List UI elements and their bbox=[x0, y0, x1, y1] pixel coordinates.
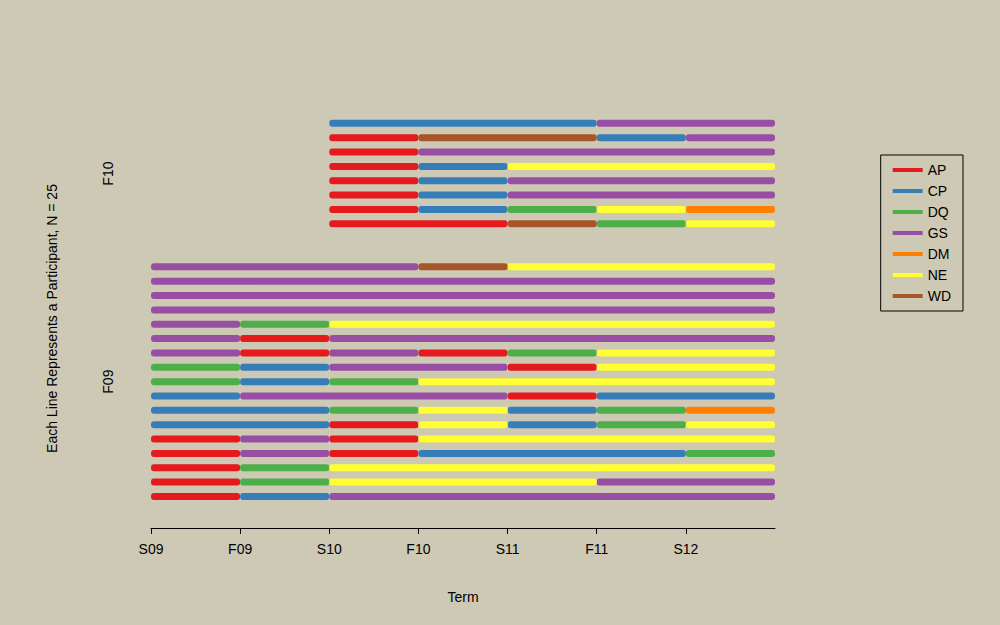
svg-text:NE: NE bbox=[928, 267, 947, 283]
svg-text:S09: S09 bbox=[139, 541, 164, 557]
svg-text:DQ: DQ bbox=[928, 204, 949, 220]
svg-text:GS: GS bbox=[928, 225, 948, 241]
svg-text:S10: S10 bbox=[317, 541, 342, 557]
svg-text:S12: S12 bbox=[673, 541, 698, 557]
svg-text:DM: DM bbox=[928, 246, 950, 262]
svg-text:Term: Term bbox=[447, 589, 478, 605]
svg-text:WD: WD bbox=[928, 288, 951, 304]
svg-text:CP: CP bbox=[928, 183, 947, 199]
svg-text:Each Line Represents a Partici: Each Line Represents a Participant, N = … bbox=[44, 184, 60, 453]
svg-text:S11: S11 bbox=[496, 541, 520, 557]
svg-text:AP: AP bbox=[928, 162, 947, 178]
svg-text:F09: F09 bbox=[100, 369, 116, 393]
svg-text:F10: F10 bbox=[406, 541, 430, 557]
svg-text:F10: F10 bbox=[100, 161, 116, 185]
svg-text:F11: F11 bbox=[585, 541, 608, 557]
svg-text:F09: F09 bbox=[228, 541, 252, 557]
